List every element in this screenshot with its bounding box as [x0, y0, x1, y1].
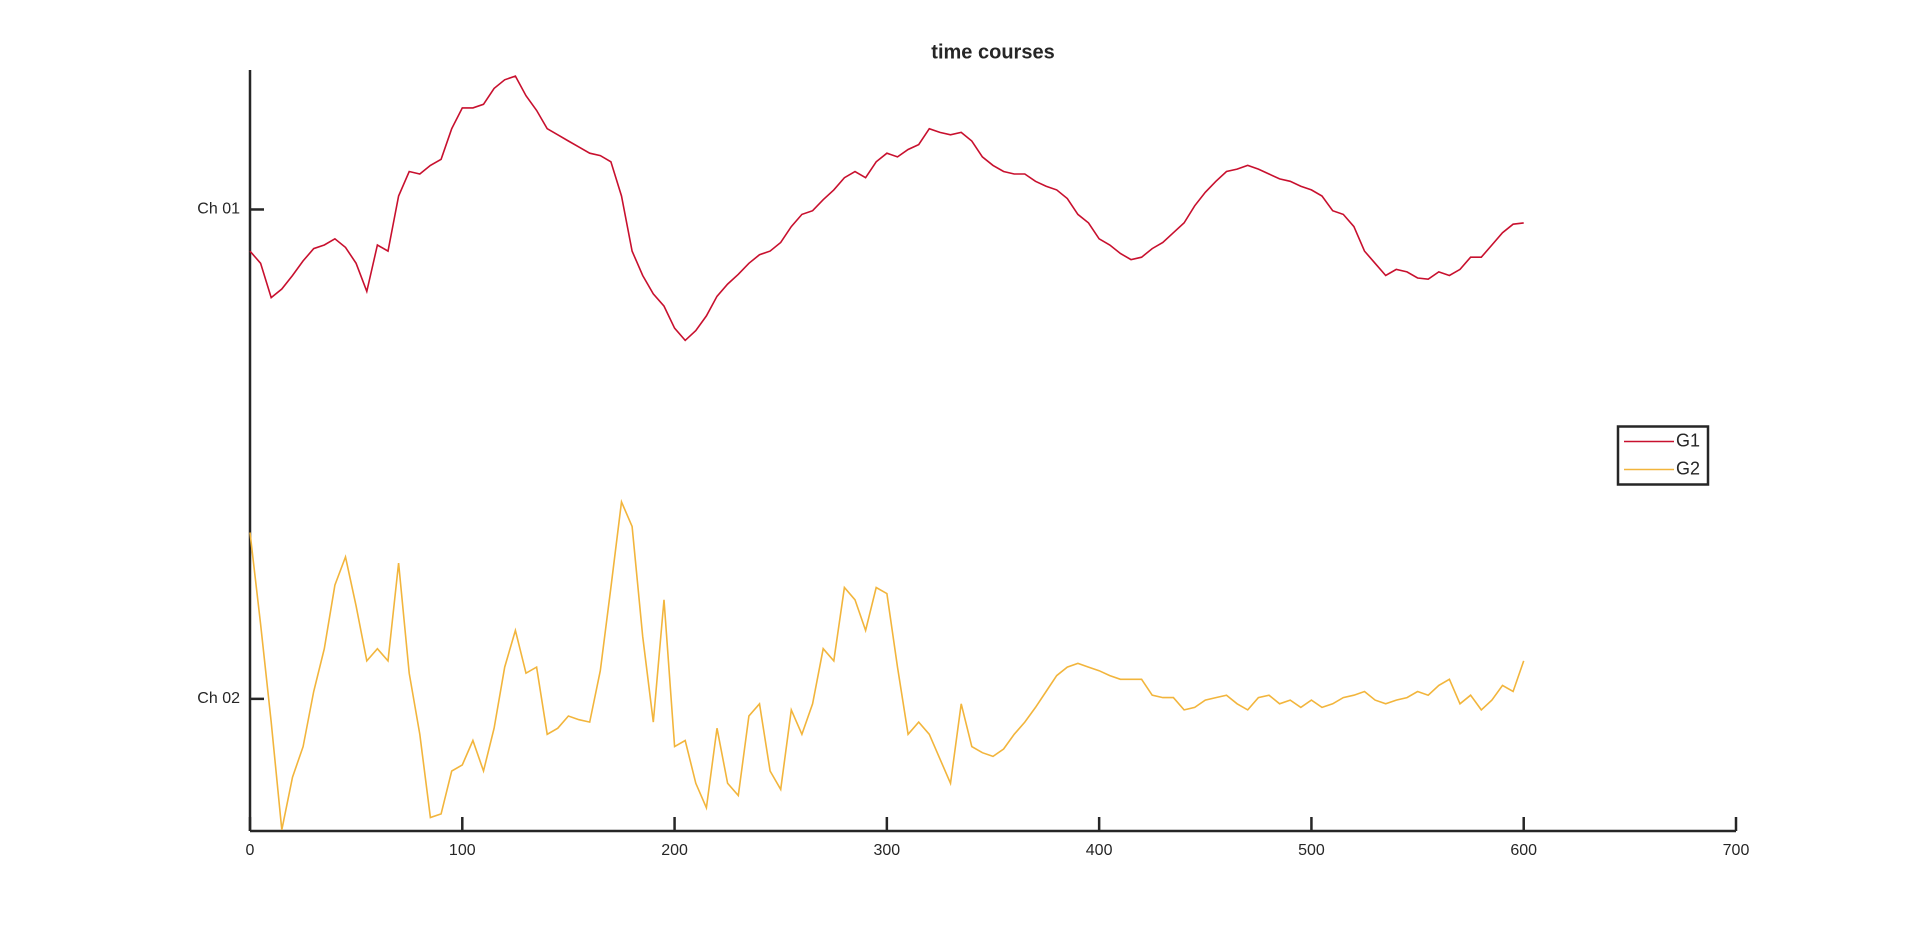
legend-label: G2 [1676, 458, 1700, 478]
series-line [249, 75, 1524, 342]
x-tick-label: 500 [1298, 842, 1325, 859]
legend-label: G1 [1676, 430, 1700, 450]
x-tick-label: 100 [449, 842, 476, 859]
series-line [249, 498, 1525, 830]
y-tick-label: Ch 02 [197, 690, 240, 707]
legend-box [1616, 425, 1710, 486]
x-tick-label: 0 [246, 842, 255, 859]
x-tick-label: 400 [1086, 842, 1113, 859]
x-tick-label: 700 [1723, 842, 1750, 859]
x-tick-label: 200 [661, 842, 688, 859]
x-tick-label: 600 [1510, 842, 1537, 859]
chart-title: time courses [931, 41, 1054, 63]
y-tick-label: Ch 01 [197, 201, 240, 218]
x-tick-label: 300 [874, 842, 901, 859]
